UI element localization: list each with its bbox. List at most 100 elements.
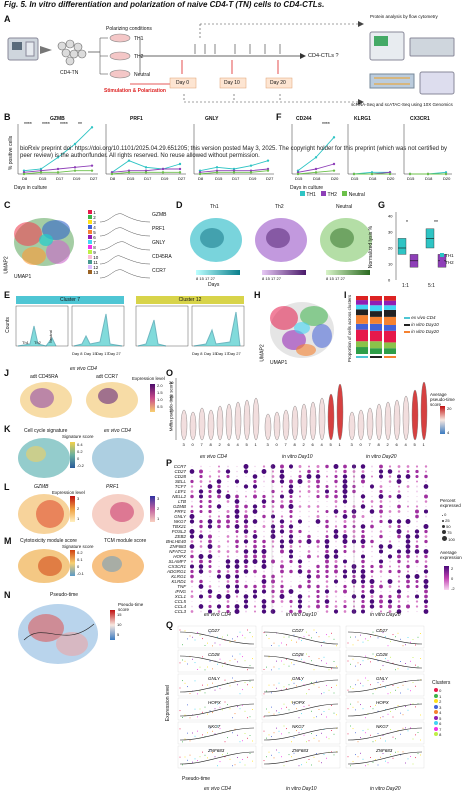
k-title1: Cell cycle signature — [24, 428, 68, 434]
scatter-point — [229, 758, 231, 760]
cluster-legend-item: 6 — [88, 235, 98, 240]
scatter-point — [224, 662, 226, 664]
dot — [252, 534, 258, 539]
cluster-legend-item: 9 — [88, 250, 98, 255]
x-tick: D15 — [351, 176, 359, 181]
scatter-point — [207, 684, 208, 686]
scatter-point — [222, 709, 223, 711]
dot — [244, 584, 248, 589]
violin — [291, 405, 299, 441]
dot — [316, 479, 320, 484]
dot — [244, 545, 248, 548]
dot — [324, 539, 330, 544]
gene-cx3cr1: CX3CR1 — [410, 116, 430, 122]
dot — [388, 525, 392, 528]
scatter-point — [296, 685, 297, 687]
scatter-point — [229, 641, 231, 643]
scatter-point — [326, 685, 327, 687]
dot — [290, 470, 292, 473]
dot — [406, 505, 410, 508]
data-point — [73, 142, 77, 146]
subplot-frame — [261, 697, 341, 721]
dot — [361, 599, 365, 604]
i-ylabel: Proportion of cells across clusters — [347, 294, 353, 363]
dot — [416, 485, 418, 488]
scatter-point — [412, 738, 414, 740]
scatter-point — [350, 663, 351, 665]
dot — [361, 529, 365, 534]
scatter-point — [288, 636, 290, 638]
cluster-tick: 1 — [255, 442, 258, 447]
scatter-point — [380, 737, 381, 739]
y-tick: 10 — [169, 408, 174, 413]
dot — [263, 570, 265, 573]
scatter-point — [239, 653, 241, 655]
scatter-point — [184, 756, 186, 758]
cluster-legend-item: 13 — [88, 270, 98, 275]
l-tick1-3: 1 — [77, 516, 80, 521]
dot — [198, 584, 204, 589]
dot — [342, 474, 348, 479]
scatter-point — [268, 751, 270, 753]
scatter-point — [352, 728, 354, 730]
scatter-point — [400, 661, 401, 663]
g-legend: TH1 TH2 — [440, 252, 454, 266]
dotplot-gene-label: GNLY — [174, 514, 186, 519]
dot — [200, 465, 202, 468]
dot — [271, 505, 275, 508]
scatter-point — [194, 662, 196, 664]
scatter-point — [184, 630, 186, 632]
scatter-point — [283, 725, 285, 727]
dot — [316, 539, 320, 544]
m-tick-4: -0.1 — [77, 571, 84, 576]
cluster-legend-item: 11 — [88, 260, 98, 265]
x-tick: D15 — [39, 176, 47, 181]
x-tick: D15 — [295, 176, 303, 181]
cluster-legend-item: 5 — [88, 230, 98, 235]
gene-label: GNLY — [208, 676, 221, 681]
scatter-point — [194, 735, 196, 737]
dot — [370, 569, 374, 574]
dot — [406, 564, 410, 569]
dot — [263, 485, 265, 488]
dot — [298, 609, 302, 614]
scatter-point — [357, 701, 359, 703]
dot — [379, 500, 383, 503]
scatter-point — [242, 740, 243, 742]
dot — [343, 524, 347, 529]
y-tick: 15 — [169, 394, 174, 399]
dot — [234, 559, 240, 564]
scatter-point — [202, 684, 203, 686]
dot — [244, 504, 248, 509]
dot — [325, 604, 329, 609]
dot — [263, 490, 265, 493]
cluster-tick: 1 — [423, 442, 426, 447]
y-tick: 20 — [169, 380, 174, 385]
dot — [406, 469, 410, 474]
dot — [325, 519, 329, 524]
dot — [280, 535, 284, 538]
scatter-point — [293, 704, 295, 706]
scatter-point — [293, 752, 295, 754]
dot — [208, 494, 212, 499]
scatter-point — [242, 759, 243, 761]
dot — [280, 490, 284, 493]
panel-label-o: O — [166, 368, 174, 378]
dot — [288, 554, 294, 559]
x-tick: D8 — [198, 176, 204, 181]
dot — [252, 509, 258, 514]
dot — [261, 549, 267, 554]
significance-stars: * — [406, 220, 408, 226]
dot — [280, 504, 284, 509]
ridge-cd45ra: CD45RA — [152, 254, 172, 260]
dot — [316, 515, 320, 518]
violin — [348, 411, 356, 441]
dot — [380, 575, 382, 578]
violin — [225, 403, 233, 441]
scatter-point — [333, 638, 335, 640]
violin — [282, 409, 290, 441]
j-legend: Expression level — [132, 376, 165, 381]
cluster-tick: 6 — [396, 442, 399, 447]
violin — [420, 381, 428, 441]
scatter-point — [360, 664, 361, 666]
